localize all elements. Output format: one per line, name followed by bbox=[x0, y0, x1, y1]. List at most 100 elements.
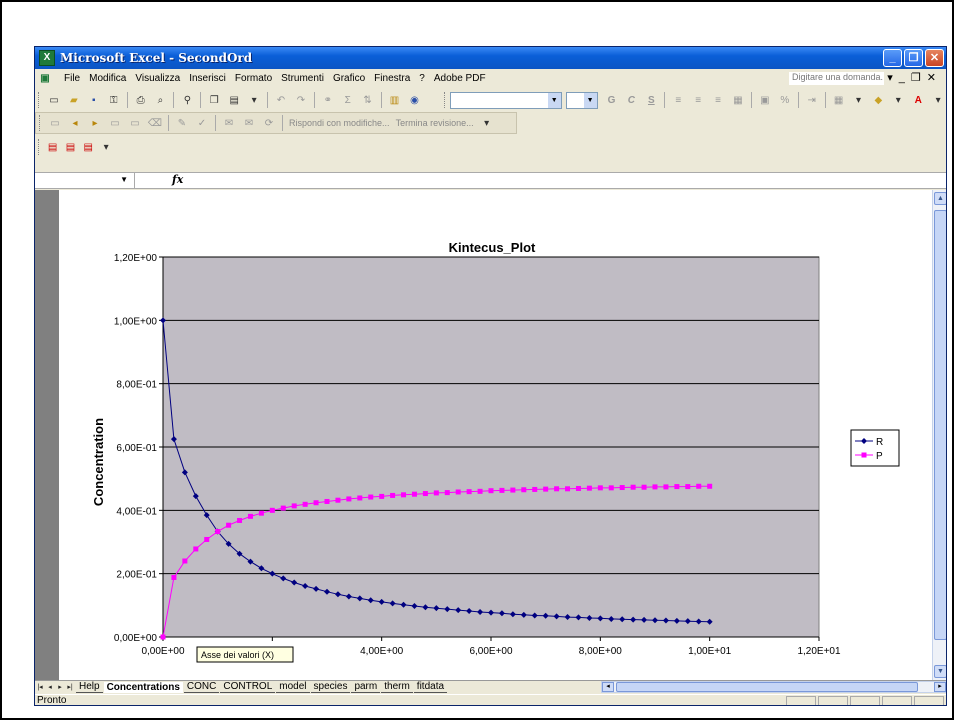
data-point-p[interactable] bbox=[193, 546, 198, 551]
end-review-button[interactable]: Termina revisione... bbox=[396, 118, 474, 128]
horizontal-scrollbar[interactable]: ◂ ▸ bbox=[601, 681, 947, 693]
data-point-p[interactable] bbox=[609, 485, 614, 490]
insert-function-icon[interactable]: fx bbox=[172, 173, 183, 186]
scrollbar-thumb[interactable] bbox=[934, 210, 947, 640]
data-point-p[interactable] bbox=[685, 484, 690, 489]
send-icon[interactable]: ✉ bbox=[221, 115, 237, 131]
print-preview-icon[interactable]: ⌕ bbox=[153, 92, 169, 108]
data-point-p[interactable] bbox=[226, 523, 231, 528]
undo-icon[interactable]: ↶ bbox=[273, 92, 289, 108]
data-point-p[interactable] bbox=[204, 537, 209, 542]
print-icon[interactable]: ⎙ bbox=[133, 92, 149, 108]
menu-finestra[interactable]: Finestra bbox=[374, 73, 410, 84]
indent-icon[interactable]: ⇥ bbox=[804, 92, 820, 108]
borders-icon[interactable]: ▦ bbox=[831, 92, 847, 108]
data-point-p[interactable] bbox=[631, 485, 636, 490]
data-point-p[interactable] bbox=[674, 484, 679, 489]
data-point-p[interactable] bbox=[434, 490, 439, 495]
mail-recipient-icon[interactable]: ✉ bbox=[241, 115, 257, 131]
research-icon[interactable]: ⚲ bbox=[179, 92, 195, 108]
sheet-tab-fitdata[interactable]: fitdata bbox=[414, 681, 447, 693]
menu-formato[interactable]: Formato bbox=[235, 73, 272, 84]
data-point-p[interactable] bbox=[335, 498, 340, 503]
menu-modifica[interactable]: Modifica bbox=[89, 73, 126, 84]
workbook-icon[interactable]: ▣ bbox=[37, 71, 53, 87]
data-point-p[interactable] bbox=[303, 502, 308, 507]
accept-icon[interactable]: ✓ bbox=[194, 115, 210, 131]
data-point-p[interactable] bbox=[565, 486, 570, 491]
data-point-p[interactable] bbox=[510, 488, 515, 493]
data-point-p[interactable] bbox=[587, 486, 592, 491]
toolbar-grip[interactable] bbox=[39, 115, 42, 131]
font-size-combo[interactable]: ▼ bbox=[566, 92, 598, 109]
sheet-tab-help[interactable]: Help bbox=[76, 681, 103, 693]
toolbar-options-icon[interactable]: ▾ bbox=[479, 115, 495, 131]
first-sheet-icon[interactable]: |◂ bbox=[35, 683, 45, 691]
help-icon[interactable]: ◉ bbox=[406, 92, 422, 108]
close-button[interactable]: ✕ bbox=[925, 49, 944, 67]
scrollbar-thumb[interactable] bbox=[616, 682, 918, 692]
autosum-icon[interactable]: Σ bbox=[340, 92, 356, 108]
chevron-down-icon[interactable]: ▼ bbox=[548, 93, 561, 108]
data-point-p[interactable] bbox=[499, 488, 504, 493]
data-point-p[interactable] bbox=[171, 575, 176, 580]
reply-with-changes-button[interactable]: Rispondi con modifiche... bbox=[289, 118, 390, 128]
data-point-p[interactable] bbox=[532, 487, 537, 492]
pdf-review-icon[interactable]: ▤ bbox=[81, 139, 95, 155]
permission-icon[interactable]: ⚿ bbox=[106, 92, 122, 108]
menu-adobe-pdf[interactable]: Adobe PDF bbox=[434, 73, 486, 84]
chart-area[interactable]: 0,00E+00 2,00E-01 4,00E-01 6,00E-01 8,00E-01… bbox=[59, 190, 932, 680]
sheet-tab-model[interactable]: model bbox=[276, 681, 309, 693]
sort-icon[interactable]: ⇅ bbox=[360, 92, 376, 108]
data-point-p[interactable] bbox=[215, 529, 220, 534]
data-point-p[interactable] bbox=[292, 503, 297, 508]
copy-icon[interactable]: ❐ bbox=[206, 92, 222, 108]
bold-button[interactable]: G bbox=[604, 92, 620, 108]
menu-strumenti[interactable]: Strumenti bbox=[281, 73, 324, 84]
chevron-down-icon[interactable]: ▼ bbox=[120, 175, 128, 184]
chevron-down-icon[interactable]: ▾ bbox=[851, 92, 867, 108]
data-point-p[interactable] bbox=[237, 518, 242, 523]
delete-comment-icon[interactable]: ⌫ bbox=[147, 115, 163, 131]
title-bar[interactable]: X Microsoft Excel - SecondOrd _ ❐ ✕ bbox=[35, 47, 946, 69]
data-point-p[interactable] bbox=[489, 488, 494, 493]
italic-button[interactable]: C bbox=[623, 92, 639, 108]
data-point-p[interactable] bbox=[554, 486, 559, 491]
data-point-p[interactable] bbox=[620, 485, 625, 490]
font-color-icon[interactable]: A bbox=[910, 92, 926, 108]
percent-icon[interactable]: % bbox=[777, 92, 793, 108]
toolbar-options-icon[interactable]: ▾ bbox=[99, 139, 113, 155]
data-point-p[interactable] bbox=[521, 487, 526, 492]
data-point-p[interactable] bbox=[707, 484, 712, 489]
name-box[interactable]: ▼ bbox=[35, 173, 135, 188]
show-all-comments-icon[interactable]: ▭ bbox=[127, 115, 143, 131]
hyperlink-icon[interactable]: ⚭ bbox=[320, 92, 336, 108]
prev-sheet-icon[interactable]: ◂ bbox=[45, 683, 55, 691]
data-point-p[interactable] bbox=[543, 487, 548, 492]
scroll-left-icon[interactable]: ◂ bbox=[602, 682, 614, 692]
menu-help[interactable]: ? bbox=[419, 73, 425, 84]
show-comment-icon[interactable]: ▭ bbox=[107, 115, 123, 131]
data-point-p[interactable] bbox=[696, 484, 701, 489]
align-right-icon[interactable]: ≡ bbox=[710, 92, 726, 108]
data-point-p[interactable] bbox=[653, 484, 658, 489]
data-point-p[interactable] bbox=[576, 486, 581, 491]
sheet-tab-species[interactable]: species bbox=[311, 681, 351, 693]
document-window-controls[interactable]: ▾_❐✕ bbox=[887, 71, 942, 84]
scroll-right-icon[interactable]: ▸ bbox=[934, 682, 946, 692]
data-point-p[interactable] bbox=[401, 492, 406, 497]
vertical-scrollbar[interactable]: ▲ ▼ bbox=[932, 190, 947, 680]
redo-icon[interactable]: ↷ bbox=[293, 92, 309, 108]
sheet-tab-therm[interactable]: therm bbox=[381, 681, 413, 693]
data-point-p[interactable] bbox=[182, 559, 187, 564]
data-point-p[interactable] bbox=[642, 485, 647, 490]
data-point-p[interactable] bbox=[390, 493, 395, 498]
chevron-down-icon[interactable]: ▾ bbox=[246, 92, 262, 108]
align-left-icon[interactable]: ≡ bbox=[670, 92, 686, 108]
data-point-p[interactable] bbox=[325, 499, 330, 504]
help-search-input[interactable]: Digitare una domanda. bbox=[789, 72, 884, 85]
new-comment-icon[interactable]: ▭ bbox=[47, 115, 63, 131]
pdf-mail-icon[interactable]: ▤ bbox=[64, 139, 78, 155]
sheet-tab-control[interactable]: CONTROL bbox=[220, 681, 275, 693]
scroll-down-icon[interactable]: ▼ bbox=[934, 665, 947, 678]
